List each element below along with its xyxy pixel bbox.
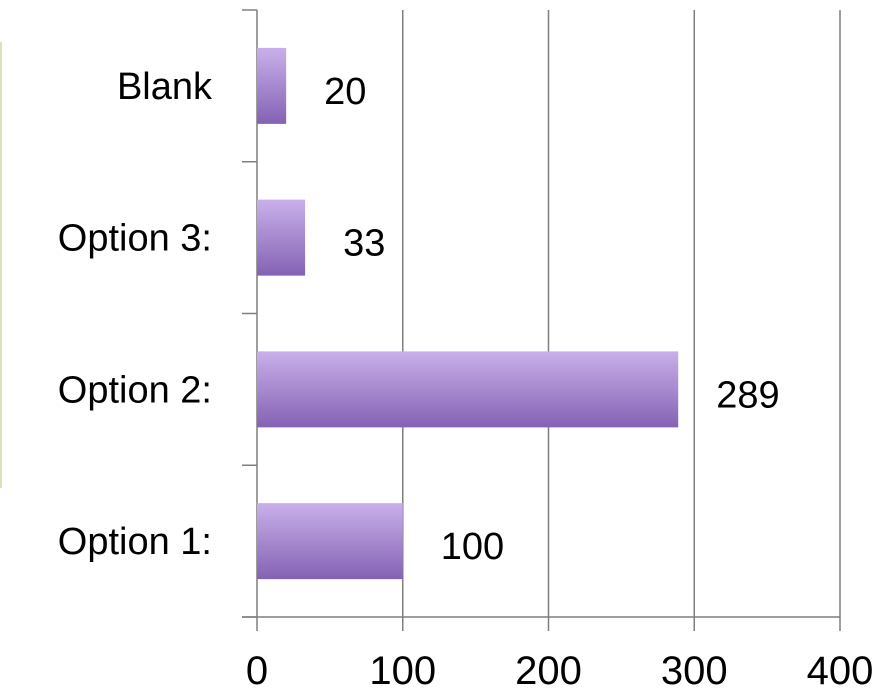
x-tick-label: 200 [515, 649, 582, 693]
category-label: Blank [117, 66, 213, 108]
category-label: Option 3: [58, 218, 212, 260]
bar [257, 351, 679, 428]
data-label: 100 [441, 526, 504, 568]
x-tick-label: 100 [369, 649, 436, 693]
data-label: 20 [324, 71, 366, 113]
bar [257, 47, 287, 124]
data-label: 289 [716, 374, 779, 416]
accent-line [0, 42, 2, 488]
category-label: Option 2: [58, 369, 212, 411]
category-label: Option 1: [58, 521, 212, 563]
data-label: 33 [343, 223, 385, 265]
bar [257, 199, 306, 276]
x-tick-label: 0 [246, 649, 268, 693]
x-tick-label: 300 [661, 649, 728, 693]
bar [257, 503, 403, 580]
x-tick-label: 400 [807, 649, 874, 693]
